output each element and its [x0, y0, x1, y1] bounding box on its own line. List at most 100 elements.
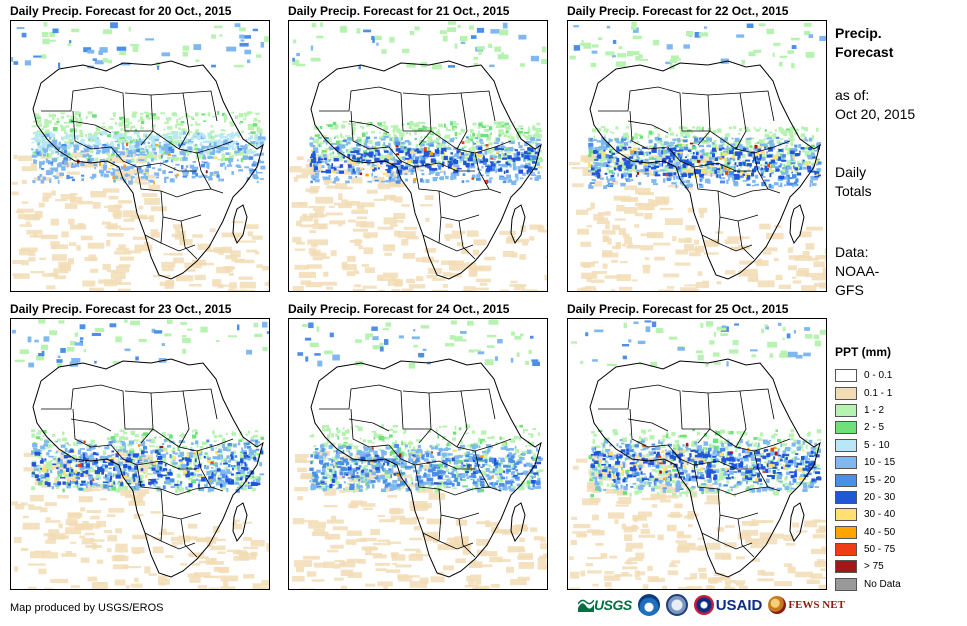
precip-patch — [588, 170, 591, 173]
precip-patch — [118, 244, 126, 250]
precip-patch — [478, 50, 482, 55]
precip-patch — [798, 231, 812, 238]
precip-patch — [27, 504, 35, 507]
precip-patch — [596, 220, 610, 225]
precip-patch — [772, 155, 778, 159]
precip-patch — [522, 132, 525, 137]
precip-patch — [612, 245, 621, 250]
precip-patch — [38, 161, 45, 165]
precip-patch — [597, 162, 602, 167]
precip-patch — [707, 127, 712, 131]
precip-patch — [110, 141, 114, 145]
precip-patch — [66, 347, 75, 352]
precip-patch — [220, 129, 225, 132]
precip-patch — [695, 142, 699, 145]
precip-patch — [507, 159, 511, 164]
precip-patch — [110, 436, 115, 440]
precip-patch — [88, 539, 105, 542]
precip-patch — [161, 152, 167, 155]
precip-patch — [435, 171, 440, 177]
precip-patch — [193, 144, 198, 148]
precip-patch — [156, 455, 158, 457]
precip-patch — [81, 537, 94, 545]
precip-patch — [114, 482, 117, 487]
precip-patch — [594, 162, 598, 166]
precip-patch — [522, 242, 528, 246]
precip-patch — [34, 454, 40, 457]
precip-patch — [109, 158, 112, 161]
precip-patch — [73, 148, 77, 153]
precip-patch — [163, 134, 169, 139]
precip-patch — [160, 112, 166, 115]
precip-patch — [422, 126, 428, 130]
precip-patch — [480, 133, 486, 138]
precip-patch — [42, 38, 50, 45]
precip-patch — [340, 133, 343, 137]
precip-patch — [50, 461, 52, 465]
precip-patch — [715, 231, 724, 234]
precip-patch — [56, 121, 60, 124]
precip-patch — [473, 160, 479, 165]
precip-patch — [471, 177, 475, 180]
precip-patch — [754, 145, 758, 149]
precip-patch — [159, 436, 162, 439]
precip-patch — [60, 126, 66, 132]
precip-patch — [379, 162, 383, 165]
precip-patch — [329, 205, 335, 208]
precip-patch — [252, 150, 256, 154]
precip-patch — [314, 166, 318, 171]
precip-patch — [222, 443, 225, 449]
precip-patch — [644, 213, 653, 220]
precip-patch — [234, 153, 238, 156]
precip-patch — [734, 182, 739, 187]
precip-patch — [223, 446, 228, 451]
precip-patch — [328, 159, 332, 161]
precip-patch — [671, 182, 677, 185]
precip-patch — [657, 169, 663, 172]
precip-patch — [432, 177, 437, 182]
precip-patch — [623, 233, 630, 238]
precip-patch — [39, 147, 43, 150]
precip-patch — [210, 137, 215, 140]
precip-patch — [607, 161, 611, 164]
precip-patch — [165, 481, 171, 485]
precip-patch — [355, 161, 359, 164]
precip-patch — [613, 165, 616, 170]
precip-patch — [261, 580, 269, 586]
precip-patch — [162, 265, 174, 272]
precip-patch — [666, 178, 671, 181]
precip-patch — [131, 125, 136, 129]
precip-patch — [174, 157, 178, 161]
precip-patch — [770, 137, 775, 141]
precip-patch — [435, 131, 441, 135]
precip-patch — [341, 124, 346, 129]
precip-patch — [91, 114, 97, 118]
precip-patch — [680, 287, 697, 291]
precip-patch — [126, 142, 131, 145]
precip-patch — [318, 144, 321, 147]
precip-patch — [746, 138, 750, 143]
precip-patch — [806, 165, 811, 170]
precip-patch — [521, 153, 524, 158]
precip-patch — [528, 126, 531, 131]
precip-patch — [499, 167, 503, 171]
precip-patch — [39, 469, 42, 473]
precip-patch — [70, 585, 80, 588]
precip-patch — [502, 22, 508, 29]
precip-patch — [801, 126, 805, 130]
precip-patch — [213, 435, 218, 439]
precip-patch — [316, 161, 322, 164]
precip-patch — [45, 539, 56, 544]
precip-patch — [54, 176, 59, 180]
precip-patch — [70, 115, 74, 120]
precip-patch — [239, 152, 244, 155]
precip-patch — [221, 485, 227, 490]
precip-patch — [728, 174, 733, 178]
precip-patch — [810, 176, 815, 180]
precip-patch — [293, 39, 297, 44]
precip-patch — [157, 168, 162, 172]
precip-patch — [791, 37, 800, 41]
precip-patch — [175, 124, 178, 129]
precip-patch — [113, 433, 119, 437]
precip-patch — [114, 251, 132, 255]
